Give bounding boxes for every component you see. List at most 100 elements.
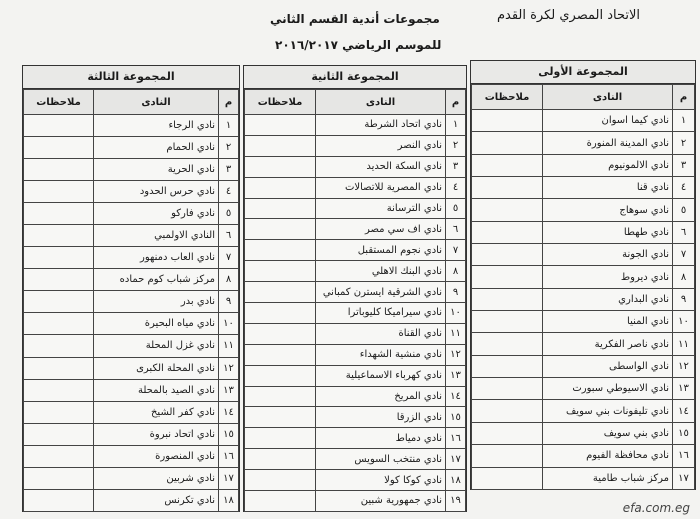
club-name: نادي بدر xyxy=(93,290,219,314)
row-number: ١٨ xyxy=(445,469,466,492)
row-number: ٦ xyxy=(445,218,466,241)
row-number: ١٩ xyxy=(445,490,466,512)
notes-cell xyxy=(244,469,316,492)
row: ٩ نادي الشرقية ايسترن كمباني xyxy=(244,281,466,304)
club-name: نادي منتخب السويس xyxy=(315,448,446,471)
club-name: نادي اتحاد الشرطة xyxy=(315,114,446,136)
row: ٨ نادي ديروط xyxy=(471,265,695,289)
group-title: المجموعة الأولى xyxy=(471,61,695,84)
row-number: ٤ xyxy=(445,176,466,199)
club-name: نادي كيما اسوان xyxy=(542,108,673,133)
header-row: م النادى ملاحظات xyxy=(23,89,239,115)
row-number: ٨ xyxy=(218,268,239,292)
notes-cell xyxy=(471,153,543,178)
row: ٥ نادي سوهاج xyxy=(471,198,695,222)
row-number: ٩ xyxy=(672,287,695,312)
row: ١٧ نادي شربين xyxy=(23,466,239,490)
notes-cell xyxy=(23,444,94,468)
club-name: نادي كهرباء الاسماعيلية xyxy=(315,364,446,387)
row: ١٣ نادي الصيد بالمحلة xyxy=(23,378,239,402)
club-name: نادي تكرنس xyxy=(93,488,219,512)
club-name: نادي كفر الشيخ xyxy=(93,400,219,424)
row-number: ٥ xyxy=(218,202,239,226)
notes-cell xyxy=(244,114,316,136)
notes-cell xyxy=(471,198,543,222)
notes-cell xyxy=(471,265,543,289)
row-number: ٤ xyxy=(672,176,695,200)
row-number: ٨ xyxy=(445,260,466,283)
notes-cell xyxy=(471,377,543,401)
row-number: ١٤ xyxy=(218,400,239,424)
club-name: نادي دمياط xyxy=(315,427,446,450)
notes-cell xyxy=(23,158,94,182)
row-number: ١٧ xyxy=(672,466,695,490)
notes-cell xyxy=(23,290,94,314)
row: ١٦ نادي دمياط xyxy=(244,427,466,450)
row: ١١ نادي غزل المحلة xyxy=(23,334,239,358)
notes-cell xyxy=(471,444,543,468)
row-number: ١٥ xyxy=(672,421,695,446)
title: مجموعات أندية القسم الثاني xyxy=(270,12,440,26)
row: ١٢ نادي الواسطى xyxy=(471,354,695,379)
row: ١٠ نادي المنيا xyxy=(471,310,695,334)
notes-cell xyxy=(471,131,543,155)
notes-cell xyxy=(471,176,543,200)
club-name: نادي جمهورية شبين xyxy=(315,490,446,512)
club-name: نادي العاب دمنهور xyxy=(93,246,219,270)
row-number: ١٧ xyxy=(445,448,466,471)
club-name: نادي الترسانة xyxy=(315,197,446,220)
row-number: ٣ xyxy=(445,155,466,178)
row: ١٣ نادي الاسيوطي سبورت xyxy=(471,377,695,401)
club-name: نادي منشية الشهداء xyxy=(315,343,446,366)
row: ١١ نادي ناصر الفكرية xyxy=(471,332,695,356)
row-number: ٢ xyxy=(672,131,695,155)
notes-cell xyxy=(23,422,94,446)
notes-cell xyxy=(244,176,316,199)
notes-cell xyxy=(244,218,316,241)
column-header: النادى xyxy=(315,89,446,115)
club-name: نادي الشرقية ايسترن كمباني xyxy=(315,281,446,304)
row-number: ٥ xyxy=(672,198,695,222)
row-number: ١٤ xyxy=(445,385,466,408)
notes-cell xyxy=(23,312,94,336)
club-name: نادي غزل المحلة xyxy=(93,334,219,358)
row-number: ١٣ xyxy=(445,364,466,387)
row: ٦ النادي الاولمبي xyxy=(23,224,239,248)
row-number: ١٦ xyxy=(672,444,695,468)
club-name: نادي المصرية للاتصالات xyxy=(315,176,446,199)
row: ٤ نادي المصرية للاتصالات xyxy=(244,176,466,199)
group-table: المجموعة الثالثة م النادى ملاحظات ١ نادي الرج… xyxy=(22,65,240,512)
notes-cell xyxy=(23,268,94,292)
club-name: نادي كوكا كولا xyxy=(315,469,446,492)
row-number: ٨ xyxy=(672,265,695,289)
group-table: المجموعة الأولى م النادى ملاحظات ١ نادي كيما … xyxy=(470,60,696,490)
row-number: ١٥ xyxy=(218,422,239,446)
group-table: المجموعة الثانية م النادى ملاحظات ١ نادي اتحا… xyxy=(243,65,467,512)
row-number: ٣ xyxy=(218,158,239,182)
notes-cell xyxy=(244,260,316,283)
row-number: ١ xyxy=(218,113,239,138)
row-number: ١ xyxy=(445,114,466,136)
club-name: نادي حرس الحدود xyxy=(93,180,219,204)
column-header: ملاحظات xyxy=(244,89,316,115)
column-header: م xyxy=(218,89,239,115)
notes-cell xyxy=(244,197,316,220)
row: ٦ نادي اف سي مصر xyxy=(244,218,466,241)
notes-cell xyxy=(23,466,94,490)
club-name: نادي سوهاج xyxy=(542,198,673,222)
notes-cell xyxy=(244,322,316,345)
row: ١٣ نادي كهرباء الاسماعيلية xyxy=(244,364,466,387)
table: م النادى ملاحظات ١ نادي كيما اسوان ٢ نادي المد… xyxy=(471,84,695,490)
club-name: نادي بني سويف xyxy=(542,421,673,446)
row-number: ١١ xyxy=(218,334,239,358)
club-name: نادي السكة الحديد xyxy=(315,155,446,178)
row-number: ١٧ xyxy=(218,466,239,490)
notes-cell xyxy=(244,343,316,366)
row: ١٤ نادي تليفونات بني سويف xyxy=(471,399,695,423)
notes-cell xyxy=(23,400,94,424)
row-number: ٢ xyxy=(445,134,466,157)
notes-cell xyxy=(244,302,316,324)
row-number: ١١ xyxy=(672,332,695,356)
column-header: م xyxy=(445,89,466,115)
